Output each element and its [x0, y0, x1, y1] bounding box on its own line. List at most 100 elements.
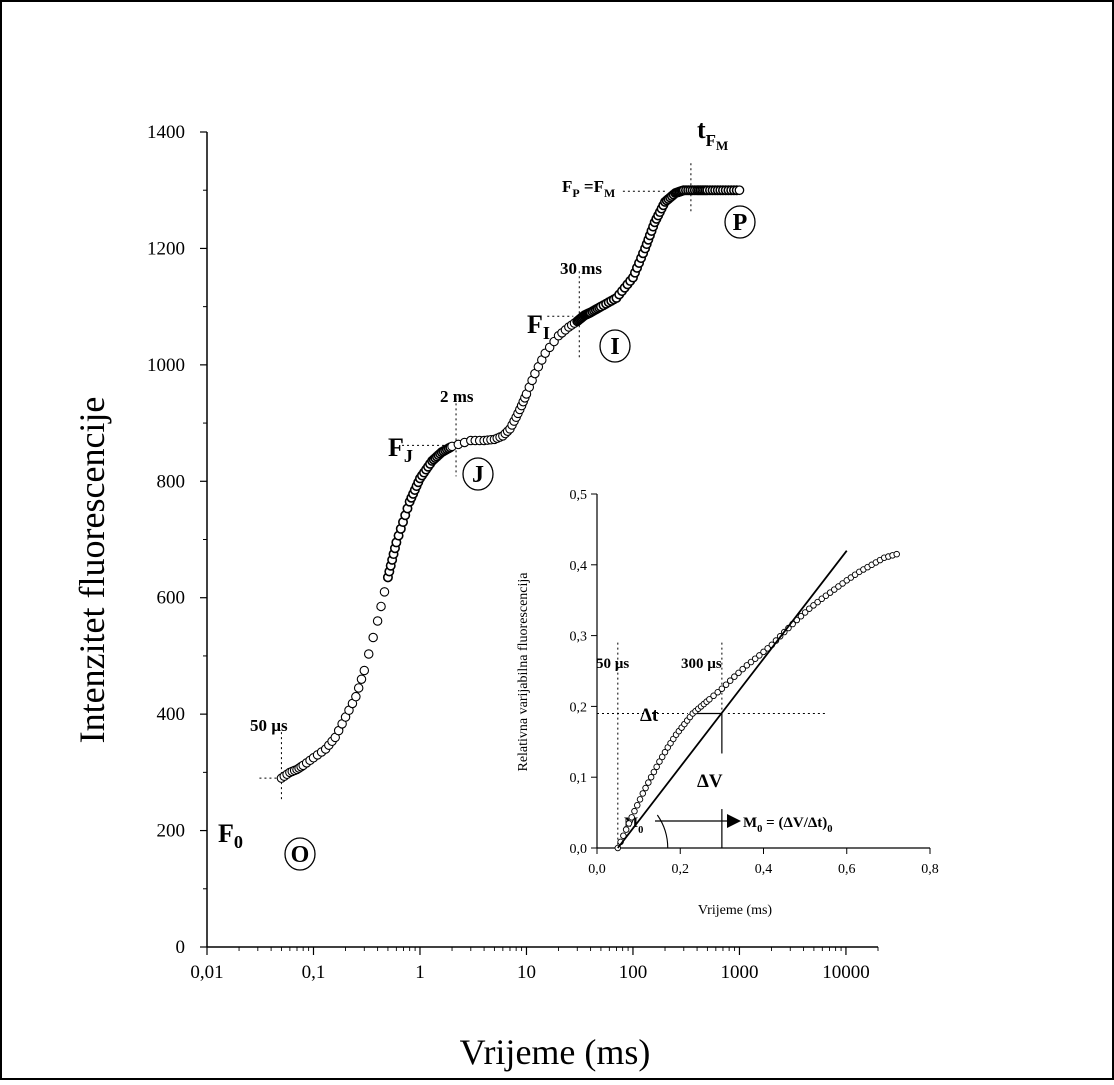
main-y-tick-label: 800 [157, 471, 186, 492]
inset-arrow-head [727, 814, 741, 828]
inset-data-point [751, 655, 759, 662]
inset-data-point [760, 648, 767, 656]
inset-data-point [814, 598, 821, 606]
main-y-tick-label: 0 [176, 937, 186, 958]
main-y-axis-title: Intenzitet fluorescencije [72, 397, 112, 744]
inset-data-point [653, 763, 660, 771]
phase-o-circle [284, 837, 316, 871]
main-data-point [359, 665, 370, 676]
inset-data-point [718, 685, 726, 692]
inset-data-point [722, 681, 730, 688]
inset-data-point [710, 692, 717, 700]
inset-t300-label: 300 µs [681, 656, 722, 672]
main-axes [200, 131, 879, 955]
main-data-point [368, 632, 378, 643]
inset-y-tick-label: 0,1 [570, 771, 588, 786]
inset-dv-label: ΔV [697, 771, 723, 792]
inset-data-point [631, 807, 638, 815]
main-x-tick-label: 1000 [720, 962, 758, 983]
fj-label: FJ [388, 433, 413, 466]
inset-data-point [633, 802, 641, 809]
inset-data-point [658, 753, 666, 761]
inset-data-point [726, 677, 734, 684]
inset-x-tick-label: 0,4 [755, 862, 773, 877]
t50-label: 50 µs [250, 716, 288, 735]
inset-t50-label: 50 µs [596, 656, 629, 672]
inset-y-tick-label: 0,0 [570, 842, 588, 857]
tfm-label: tFM [697, 115, 728, 153]
main-x-axis-title: Vrijeme (ms) [460, 1032, 651, 1072]
inset-data-point [636, 796, 644, 803]
inset-axes [591, 493, 931, 854]
inset-data-point [661, 748, 669, 756]
inset-series [614, 550, 900, 852]
inset-x-tick-label: 0,8 [921, 862, 939, 877]
main-data-point [363, 649, 374, 659]
main-data-point [376, 601, 386, 612]
main-data-point [351, 691, 361, 702]
main-annotations: F0 50 µs FJ 2 ms FI 30 ms FP =FM tFM O J I P [218, 115, 756, 871]
inset-data-point [706, 696, 713, 703]
inset-data-point [731, 673, 738, 680]
main-x-tick-label: 1 [415, 962, 425, 983]
main-data-point [356, 674, 367, 684]
inset-y-axis-title: Relativna varijabilna fluorescencija [516, 572, 531, 772]
inset-data-point [625, 820, 633, 827]
inset-tangent-line [617, 550, 848, 849]
main-y-tick-label: 1200 [147, 238, 185, 259]
inset-x-axis-title: Vrijeme (ms) [698, 903, 773, 918]
inset-data-point [647, 773, 655, 781]
t30-label: 30 ms [560, 259, 602, 278]
inset-data-point [893, 550, 900, 558]
fp-fm-label: FP =FM [562, 177, 615, 200]
inset-data-point [642, 784, 649, 792]
main-y-tick-label: 600 [157, 588, 186, 609]
inset-data-point [628, 814, 635, 821]
inset-y-tick-label: 0,5 [570, 488, 588, 503]
main-x-tick-label: 10 [517, 962, 536, 983]
phase-i-label: I [610, 334, 619, 360]
main-y-tick-label: 1000 [147, 355, 185, 376]
inset-data-point [714, 688, 721, 696]
main-data-point [372, 616, 383, 626]
inset-x-tick-label: 0,2 [672, 862, 690, 877]
inset-data-point [756, 652, 763, 659]
phase-p-label: P [733, 210, 748, 236]
main-series [276, 185, 745, 783]
t2-label: 2 ms [440, 387, 474, 406]
main-y-tick-label: 400 [157, 704, 186, 725]
phase-p-circle [724, 205, 756, 239]
inset-y-tick-label: 0,2 [570, 700, 588, 715]
main-tick-labels: 0 200 400 600 800 1000 1200 1400 0,01 0,1 1 10 100 10… [147, 122, 870, 983]
inset-x-tick-label: 0,6 [838, 862, 856, 877]
main-data-point [734, 185, 745, 196]
inset-y-tick-label: 0,4 [570, 559, 588, 574]
main-data-point [353, 683, 364, 693]
inset-tick-labels: 0,0 0,1 0,2 0,3 0,4 0,5 0,0 0,2 0,4 0,6 0,8 [570, 488, 939, 877]
inset-data-point [747, 658, 755, 666]
inset-data-point [639, 790, 647, 797]
main-x-tick-label: 0,1 [302, 962, 326, 983]
inset-data-point [622, 826, 630, 833]
inset-data-point [810, 602, 817, 609]
inset-formula-label: M0 = (ΔV/Δt)0 [743, 815, 833, 835]
main-x-tick-label: 100 [619, 962, 648, 983]
main-x-tick-label: 0,01 [190, 962, 223, 983]
inset-y-tick-label: 0,3 [570, 630, 588, 645]
inset-data-point [735, 669, 742, 677]
inset-data-point [797, 612, 805, 620]
main-x-tick-label: 10000 [822, 962, 870, 983]
phase-j-circle [462, 457, 494, 491]
main-data-point [379, 587, 390, 597]
phase-i-circle [599, 329, 631, 363]
inset-data-point [801, 609, 809, 616]
inset-angle-arc [656, 814, 669, 849]
f0-label: F0 [218, 819, 243, 852]
main-y-tick-label: 1400 [147, 122, 185, 143]
inset-data-point [656, 758, 663, 765]
inset-data-point [806, 605, 813, 612]
inset-x-tick-label: 0,0 [588, 862, 606, 877]
